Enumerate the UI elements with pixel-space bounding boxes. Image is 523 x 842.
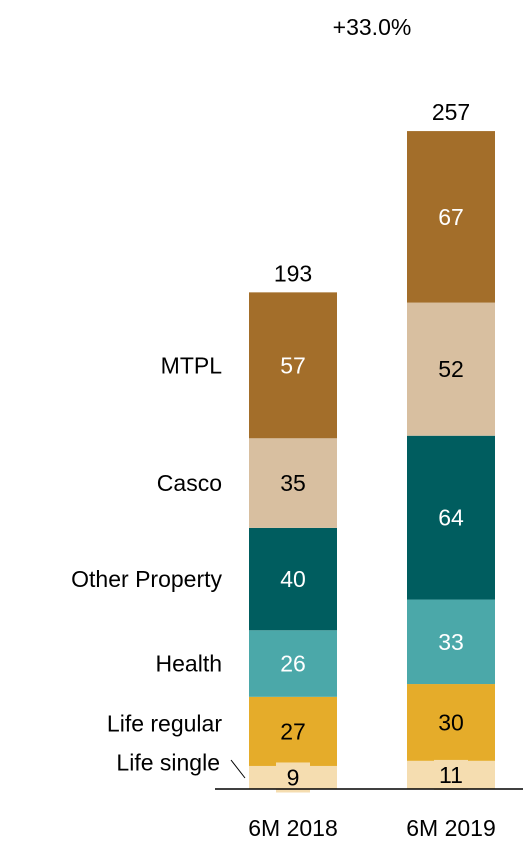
bar-segment-mtpl-1 (407, 131, 495, 303)
growth-label: +33.0% (333, 14, 412, 40)
bar-segment-health-1 (407, 599, 495, 685)
segment-value-life-regular-1: 30 (438, 709, 464, 735)
total-labels: 193 257 (274, 99, 470, 286)
segment-value-life-single-0: 9 (287, 764, 300, 790)
bar-segment-life-regular-0 (249, 696, 337, 766)
bar-total-1: 257 (432, 99, 470, 125)
legend: Life single Life regular Health Other Prope… (71, 352, 222, 775)
segment-labels: 9 27 26 40 35 57 11 30 33 64 52 67 (276, 204, 468, 793)
segment-value-other-property-0: 40 (280, 566, 306, 592)
bar-segment-life-regular-1 (407, 684, 495, 761)
segment-value-mtpl-1: 67 (438, 204, 464, 230)
bar-segment-health-0 (249, 630, 337, 697)
bar-segment-casco-0 (249, 438, 337, 528)
legend-label-health: Health (156, 651, 222, 677)
segment-value-health-0: 26 (280, 651, 306, 677)
bar-segment-other-property-1 (407, 435, 495, 600)
life-single-leader-line (230, 759, 246, 779)
segment-value-health-1: 33 (438, 629, 464, 655)
bar-segment-casco-1 (407, 302, 495, 436)
bar-segment-mtpl-0 (249, 292, 337, 439)
x-tick-label-1: 6M 2019 (406, 815, 496, 841)
legend-label-mtpl: MTPL (161, 352, 223, 378)
segment-value-life-single-1: 11 (439, 762, 463, 788)
bar-total-0: 193 (274, 260, 312, 286)
bar-segments (249, 131, 495, 789)
x-axis-tick-labels: 6M 2018 6M 2019 (248, 815, 496, 841)
legend-label-other-property: Other Property (71, 566, 222, 592)
segment-value-other-property-1: 64 (438, 505, 464, 531)
segment-value-casco-0: 35 (280, 470, 306, 496)
x-tick-label-0: 6M 2018 (248, 815, 338, 841)
segment-label-bg-0 (276, 762, 310, 793)
segment-label-bg-1 (434, 759, 468, 790)
segment-value-life-regular-0: 27 (280, 718, 306, 744)
legend-label-life-single: Life single (116, 749, 220, 775)
legend-label-life-regular: Life regular (107, 710, 222, 736)
segment-value-casco-1: 52 (438, 356, 464, 382)
bar-segment-other-property-0 (249, 527, 337, 631)
segment-value-mtpl-0: 57 (280, 352, 306, 378)
legend-label-casco: Casco (157, 470, 222, 496)
